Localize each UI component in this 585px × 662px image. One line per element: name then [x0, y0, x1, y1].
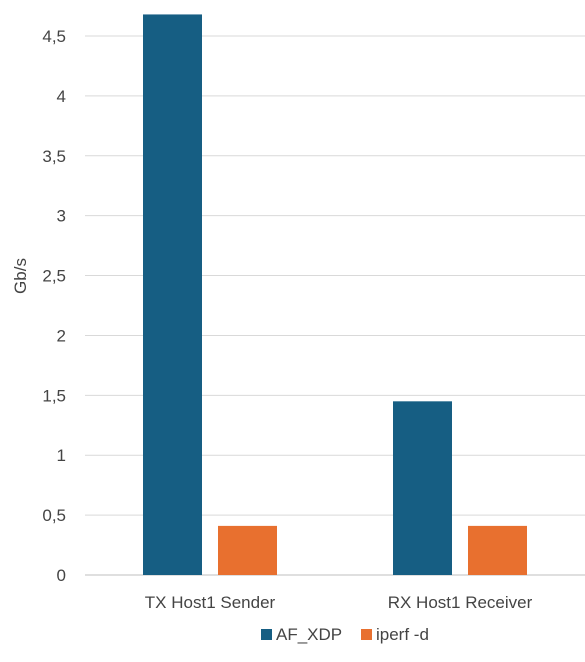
y-tick-label: 0,5 [42, 506, 66, 525]
y-tick-label: 3,5 [42, 147, 66, 166]
bar-af-xdp-0 [143, 14, 202, 575]
y-tick-label: 4,5 [42, 27, 66, 46]
x-tick-label: RX Host1 Receiver [388, 593, 533, 612]
y-tick-label: 4 [57, 87, 66, 106]
y-tick-label: 0 [57, 566, 66, 585]
y-axis-label: Gb/s [11, 258, 30, 294]
y-tick-label: 1 [57, 446, 66, 465]
legend-label: AF_XDP [276, 625, 342, 644]
bar-iperf-d-0 [218, 525, 277, 575]
y-tick-label: 2,5 [42, 267, 66, 286]
legend: AF_XDP iperf -d [261, 625, 429, 644]
x-tick-label: TX Host1 Sender [145, 593, 276, 612]
legend-swatch [261, 629, 272, 640]
y-tick-label: 3 [57, 207, 66, 226]
bar-iperf-d-1 [468, 525, 527, 575]
bar-af-xdp-1 [393, 401, 452, 575]
y-tick-label: 1,5 [42, 386, 66, 405]
y-tick-label: 2 [57, 326, 66, 345]
legend-swatch [361, 629, 372, 640]
legend-label: iperf -d [376, 625, 429, 644]
axes: 0 0,5 1 1,5 2 2,5 3 3,5 4 4,5 TX Host1 Sender RX Ho… [42, 27, 532, 612]
bars [143, 14, 527, 575]
